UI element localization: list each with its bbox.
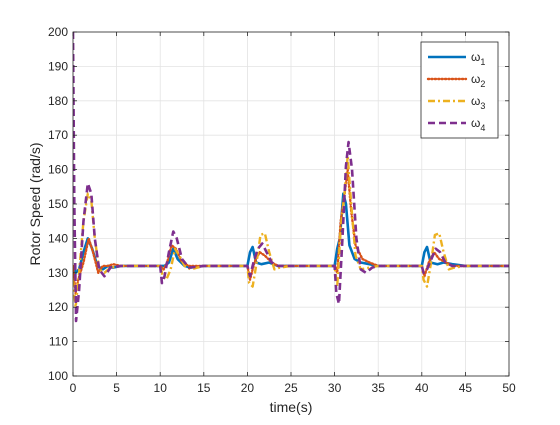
series-line-3 (73, 154, 509, 309)
x-tick-label: 0 (70, 381, 77, 395)
x-tick-label: 45 (459, 381, 473, 395)
series-line-1 (73, 192, 509, 275)
y-tick-label: 150 (48, 197, 68, 211)
y-tick-label: 200 (48, 25, 68, 39)
y-tick-label: 170 (48, 128, 68, 142)
x-tick-label: 35 (372, 381, 386, 395)
y-tick-label: 190 (48, 59, 68, 73)
y-tick-label: 110 (49, 335, 68, 349)
x-tick-label: 20 (241, 381, 255, 395)
x-tick-label: 25 (284, 381, 298, 395)
y-tick-label: 140 (48, 231, 68, 245)
legend: ω1 ω2 ω3 ω4 (420, 41, 499, 139)
series-line-4 (73, 32, 509, 323)
legend-label-4: ω4 (471, 116, 485, 133)
y-tick-label: 120 (48, 300, 68, 314)
y-tick-label: 160 (48, 163, 68, 177)
x-tick-label: 30 (328, 381, 342, 395)
legend-label-2: ω2 (471, 72, 485, 89)
x-tick-label: 10 (154, 381, 168, 395)
y-tick-label: 130 (48, 266, 68, 280)
y-tick-label: 100 (48, 369, 68, 383)
x-tick-label: 5 (113, 381, 120, 395)
x-tick-label: 15 (197, 381, 211, 395)
y-axis-label: Rotor Speed (rad/s) (27, 143, 43, 266)
axis-ticks: 0 5 10 15 20 25 30 35 40 45 50 100 110 120 130 140 150 16… (48, 25, 516, 395)
x-axis-label: time(s) (270, 399, 313, 415)
legend-label-1: ω1 (471, 50, 485, 67)
x-tick-label: 40 (415, 381, 429, 395)
legend-label-3: ω3 (471, 94, 485, 111)
y-tick-label: 180 (48, 94, 68, 108)
x-tick-label: 50 (502, 381, 516, 395)
series-lines (73, 32, 509, 323)
